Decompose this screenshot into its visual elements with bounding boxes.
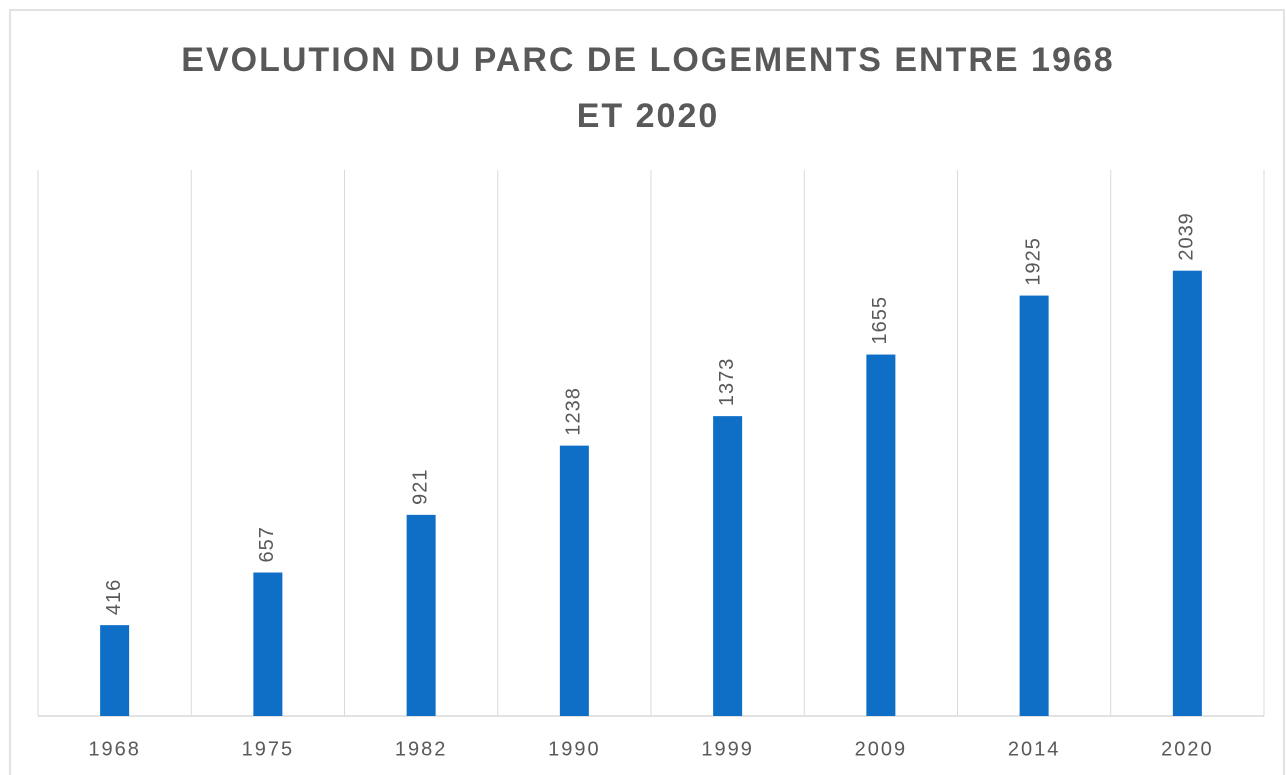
bar [866,354,896,716]
data-label: 2039 [1176,212,1198,261]
data-label: 1373 [716,358,738,407]
bar [253,572,283,716]
bar [1172,270,1202,716]
x-tick-label: 1999 [701,738,754,760]
x-tick-label: 1975 [242,738,295,760]
data-label: 1238 [563,387,585,436]
chart-title: EVOLUTION DU PARC DE LOGEMENTS ENTRE 196… [181,41,1115,135]
bar [406,514,436,716]
x-tick-label: 1990 [548,738,601,760]
x-tick-label: 2014 [1008,738,1061,760]
x-tick-label: 2020 [1161,738,1214,760]
bar [713,416,743,716]
x-tick-label: 2009 [855,738,908,760]
data-label: 416 [103,579,125,615]
chart-frame [9,9,1285,775]
bar [100,625,130,716]
data-label: 1925 [1022,237,1044,286]
x-tick-label: 1982 [395,738,448,760]
bar [1019,295,1049,716]
bar [559,445,589,716]
data-label: 1655 [869,296,891,345]
x-tick-label: 1968 [88,738,141,760]
data-label: 657 [256,526,278,562]
data-label: 921 [409,468,431,504]
